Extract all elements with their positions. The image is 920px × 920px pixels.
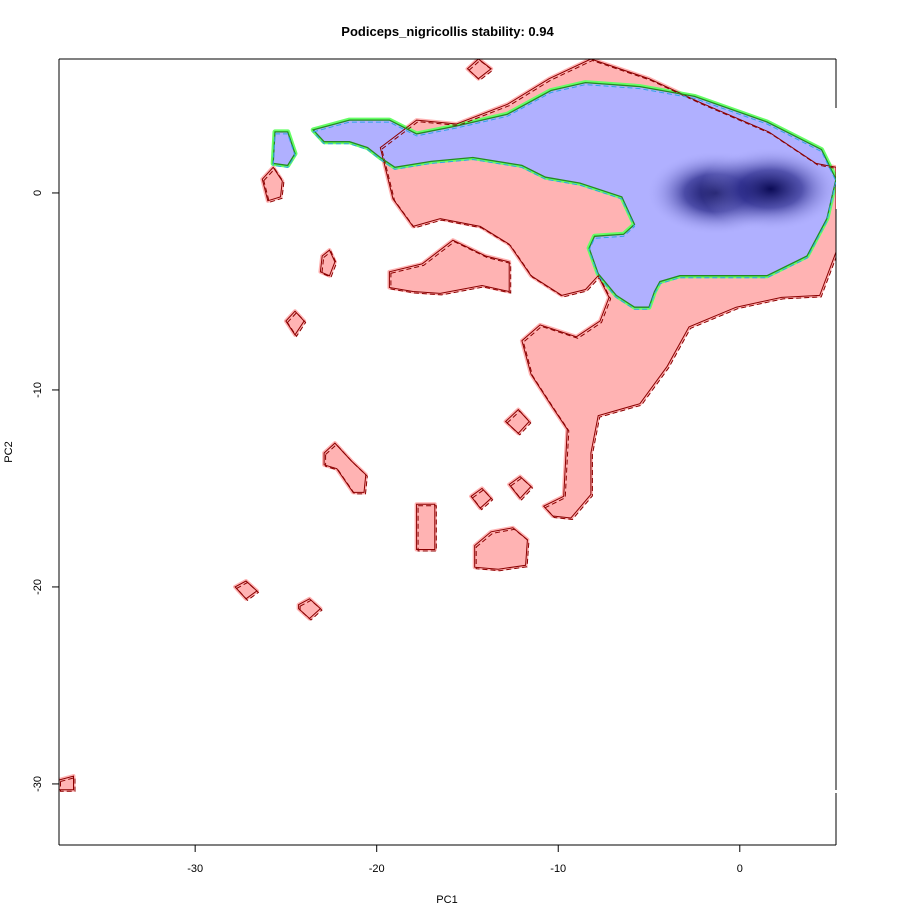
background-occupancy-region	[299, 599, 321, 619]
x-tick-label: -10	[550, 863, 566, 875]
y-tick-label: 0	[32, 190, 44, 196]
y-axis-label: PC2	[3, 441, 15, 462]
y-tick-label: -20	[32, 579, 44, 595]
chart-title: Podiceps_nigricollis stability: 0.94	[341, 24, 554, 39]
x-tick-label: 0	[737, 863, 743, 875]
y-tick-label: -30	[32, 776, 44, 792]
x-axis: -30 -20 -10 0	[187, 845, 743, 875]
density-peak-2	[701, 147, 841, 231]
background-occupancy-region	[320, 250, 335, 276]
x-tick-label: -30	[187, 863, 203, 875]
y-axis: -30 -20 -10 0	[32, 190, 59, 792]
x-tick-label: -20	[369, 863, 385, 875]
background-occupancy-region	[262, 167, 282, 201]
x-axis-label: PC1	[436, 894, 457, 906]
background-occupancy-region	[389, 240, 509, 293]
y-tick-label: -10	[32, 382, 44, 398]
background-occupancy-region	[417, 504, 435, 549]
